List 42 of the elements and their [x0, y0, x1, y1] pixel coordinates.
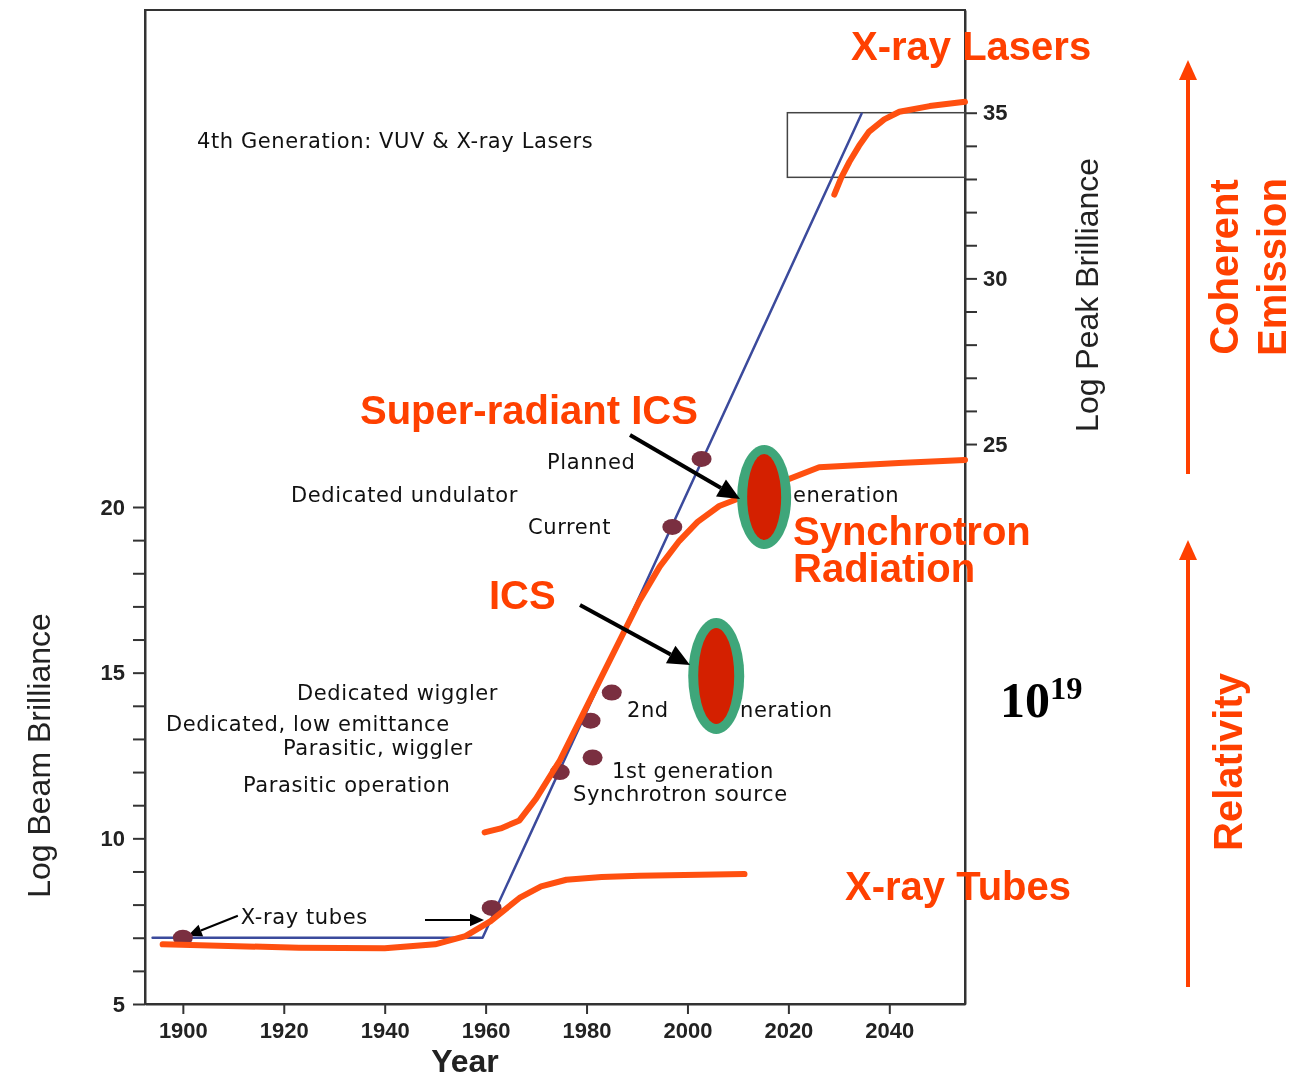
y2-tick-label: 35: [983, 100, 1008, 126]
text: Relativity: [1206, 672, 1250, 851]
point: [662, 518, 683, 535]
annotation: X-ray tubes: [240, 904, 368, 929]
annotation: Planned: [547, 450, 636, 474]
annotation: Current: [528, 515, 612, 539]
y2-tick-label: 25: [983, 431, 1008, 457]
x-axis-title: Year: [431, 1043, 499, 1079]
text: 10$^{19}$: [1000, 670, 1083, 728]
point: [481, 899, 502, 916]
y-tick-label: 20: [100, 494, 125, 520]
x-tick-label: 2020: [764, 1017, 814, 1043]
text: Coherent Emission: [1202, 178, 1294, 356]
x-tick-label: 1960: [461, 1017, 511, 1043]
x-tick-label: 2000: [663, 1017, 713, 1043]
y2-axis-title: Log Peak Brilliance: [1069, 157, 1105, 432]
point: [582, 749, 603, 766]
annotation: Dedicated, low emittance: [166, 712, 450, 736]
y-tick-label: 5: [112, 991, 125, 1017]
annotation: 1st generation: [612, 759, 774, 783]
y-tick-label: 15: [100, 660, 125, 686]
annotation: Dedicated wiggler: [297, 681, 499, 705]
point: [601, 684, 622, 701]
annotation: Parasitic, wiggler: [283, 736, 473, 760]
x-tick-label: 1980: [562, 1017, 612, 1043]
annotation: ICS: [489, 573, 556, 617]
y2-tick-label: 30: [983, 265, 1008, 291]
annotation: 2nd: [627, 698, 669, 722]
annotation: eneration: [793, 483, 900, 507]
x-tick-label: 1940: [360, 1017, 410, 1043]
annotation: Super-radiant ICS: [360, 388, 698, 432]
annotation: Parasitic operation: [243, 773, 451, 797]
annotation: Dedicated undulator: [291, 483, 518, 507]
x-tick-label: 2040: [865, 1017, 915, 1043]
annotation: neration: [740, 698, 833, 722]
x-tick-label: 1900: [158, 1017, 208, 1043]
annotation: 4th Generation: VUV & X-ray Lasers: [197, 129, 594, 153]
x-tick-label: 1920: [259, 1017, 309, 1043]
point: [691, 450, 712, 467]
annotation: Synchrotron source: [573, 782, 788, 806]
y-tick-label: 10: [100, 825, 125, 851]
y-axis-title: Log Beam Brilliance: [21, 613, 57, 898]
